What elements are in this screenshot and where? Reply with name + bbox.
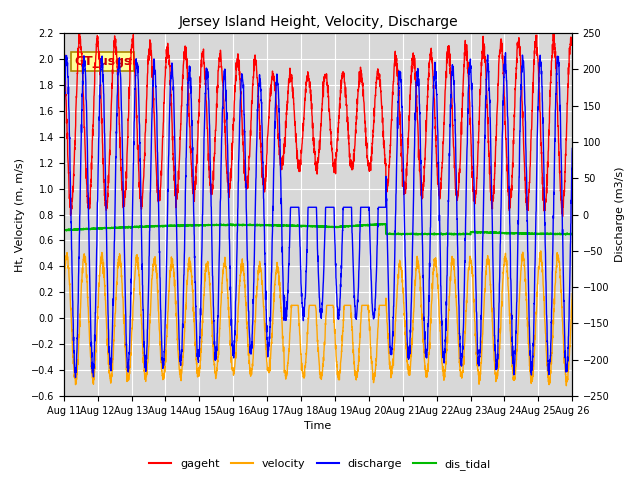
X-axis label: Time: Time: [305, 421, 332, 432]
Y-axis label: Ht, Velocity (m, m/s): Ht, Velocity (m, m/s): [15, 157, 25, 272]
Y-axis label: Discharge (m3/s): Discharge (m3/s): [615, 167, 625, 262]
Text: GT_usgs: GT_usgs: [74, 55, 131, 68]
Title: Jersey Island Height, Velocity, Discharge: Jersey Island Height, Velocity, Discharg…: [178, 15, 458, 29]
Legend: gageht, velocity, discharge, dis_tidal: gageht, velocity, discharge, dis_tidal: [145, 455, 495, 474]
